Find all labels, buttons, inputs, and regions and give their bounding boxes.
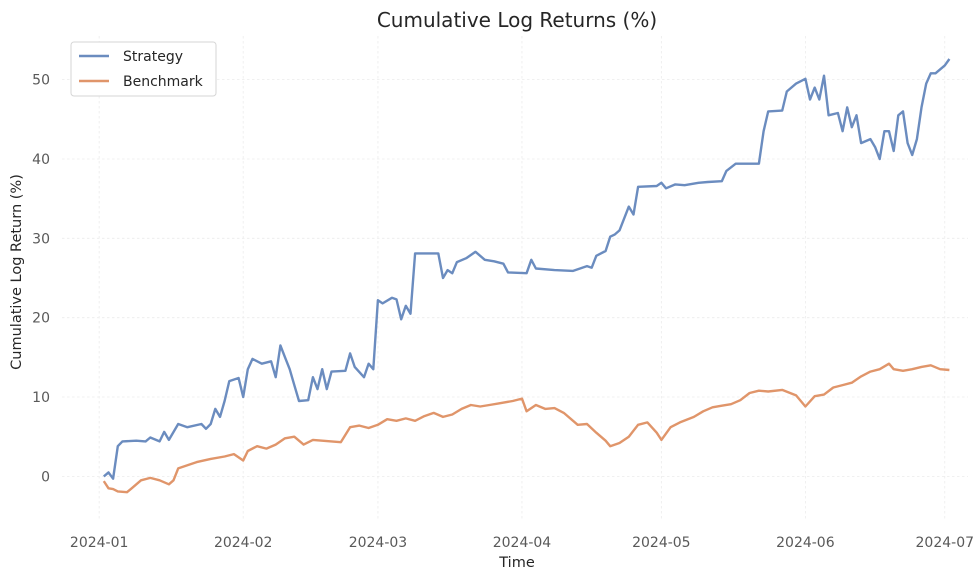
series-lines — [102, 58, 951, 494]
series-line-benchmark — [102, 362, 950, 494]
x-tick-label: 2024-03 — [349, 535, 408, 551]
x-tick-label: 2024-07 — [916, 535, 975, 551]
x-tick-label: 2024-02 — [214, 535, 273, 551]
chart-title: Cumulative Log Returns (%) — [377, 8, 657, 32]
x-tick-label: 2024-05 — [632, 535, 691, 551]
legend-label: Strategy — [123, 49, 183, 65]
y-tick-label: 0 — [41, 469, 50, 485]
x-axis-label: Time — [498, 555, 535, 571]
y-tick-label: 30 — [32, 231, 50, 247]
series-line-strategy — [103, 58, 951, 480]
y-tick-label: 40 — [32, 152, 50, 168]
grid — [62, 36, 968, 520]
x-tick-labels: 2024-01 2024-02 2024-03 2024-04 2024-05 2024-… — [70, 535, 974, 551]
y-tick-label: 50 — [32, 73, 50, 89]
x-tick-label: 2024-06 — [776, 535, 835, 551]
y-tick-label: 20 — [32, 311, 50, 327]
legend: Strategy Benchmark — [70, 41, 217, 97]
y-axis-label: Cumulative Log Return (%) — [9, 174, 25, 370]
legend-label: Benchmark — [123, 74, 204, 90]
x-tick-label: 2024-01 — [70, 535, 129, 551]
y-tick-labels: 0 10 20 30 40 50 — [32, 73, 50, 486]
y-tick-label: 10 — [32, 390, 50, 406]
x-tick-label: 2024-04 — [493, 535, 552, 551]
